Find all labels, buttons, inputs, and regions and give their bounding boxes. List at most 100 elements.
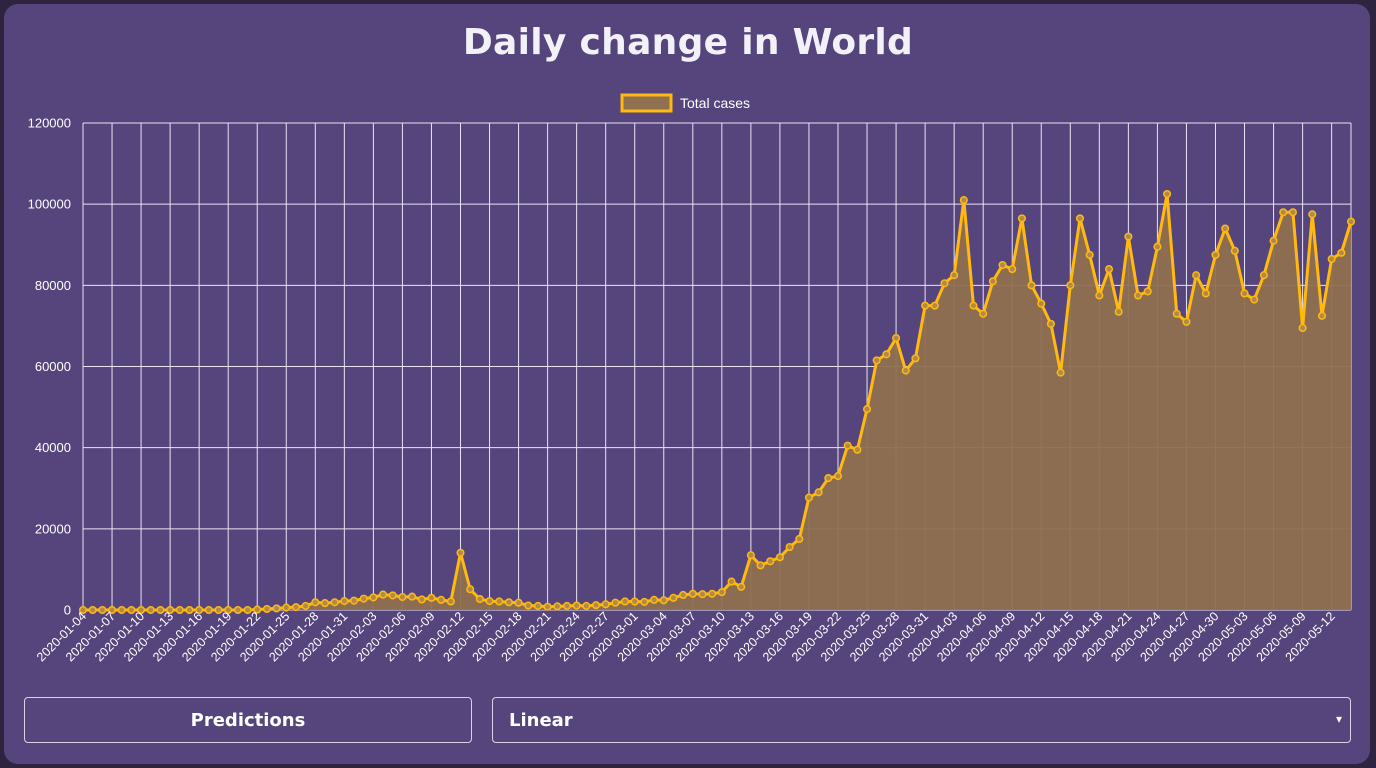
- data-point[interactable]: [475, 594, 484, 604]
- data-point[interactable]: [1143, 287, 1152, 296]
- data-point[interactable]: [233, 605, 242, 615]
- data-point[interactable]: [591, 601, 601, 610]
- data-point[interactable]: [514, 598, 523, 607]
- data-point[interactable]: [1269, 236, 1278, 245]
- data-point[interactable]: [1250, 295, 1259, 304]
- data-point[interactable]: [1211, 250, 1220, 259]
- data-point[interactable]: [1192, 271, 1201, 280]
- data-point[interactable]: [1182, 317, 1191, 326]
- data-point[interactable]: [369, 593, 378, 602]
- data-point[interactable]: [349, 596, 359, 605]
- data-point[interactable]: [1114, 307, 1123, 316]
- model-select[interactable]: Linear ▾: [492, 697, 1351, 743]
- data-point[interactable]: [688, 589, 697, 598]
- data-point[interactable]: [1240, 289, 1249, 298]
- data-point[interactable]: [1346, 217, 1356, 226]
- data-point[interactable]: [824, 474, 833, 483]
- data-point[interactable]: [853, 445, 862, 454]
- data-point[interactable]: [98, 605, 107, 615]
- data-point[interactable]: [601, 600, 610, 609]
- legend[interactable]: Total cases: [620, 93, 750, 113]
- data-point[interactable]: [137, 605, 146, 615]
- data-point[interactable]: [456, 548, 465, 557]
- data-point[interactable]: [1017, 214, 1026, 223]
- data-point[interactable]: [1095, 291, 1104, 300]
- data-point[interactable]: [1288, 208, 1297, 217]
- data-point[interactable]: [843, 441, 852, 450]
- data-point[interactable]: [998, 260, 1007, 270]
- data-point[interactable]: [437, 595, 446, 604]
- data-point[interactable]: [1075, 214, 1085, 223]
- data-point[interactable]: [679, 590, 688, 600]
- data-point[interactable]: [1308, 210, 1317, 219]
- data-point[interactable]: [737, 582, 746, 591]
- data-point[interactable]: [204, 605, 213, 615]
- data-point[interactable]: [127, 605, 136, 615]
- data-point[interactable]: [330, 598, 339, 607]
- data-point[interactable]: [1008, 265, 1017, 274]
- data-point[interactable]: [940, 279, 949, 288]
- data-point[interactable]: [301, 601, 310, 610]
- data-point[interactable]: [388, 591, 397, 600]
- data-point[interactable]: [485, 597, 494, 606]
- data-point[interactable]: [785, 543, 794, 552]
- data-point[interactable]: [311, 598, 320, 607]
- data-point[interactable]: [446, 597, 455, 606]
- predictions-button[interactable]: Predictions: [24, 697, 472, 743]
- data-point[interactable]: [717, 588, 726, 597]
- data-point[interactable]: [291, 603, 301, 612]
- data-point[interactable]: [243, 605, 252, 615]
- data-point[interactable]: [572, 601, 581, 610]
- data-point[interactable]: [727, 577, 736, 586]
- data-point[interactable]: [872, 356, 881, 365]
- data-point[interactable]: [224, 605, 233, 615]
- data-point[interactable]: [988, 277, 997, 286]
- data-point[interactable]: [156, 605, 165, 615]
- data-point[interactable]: [1337, 248, 1346, 257]
- data-point[interactable]: [892, 334, 901, 343]
- data-point[interactable]: [1279, 208, 1288, 217]
- data-point[interactable]: [272, 604, 281, 613]
- data-point[interactable]: [282, 603, 291, 612]
- data-point[interactable]: [1134, 291, 1143, 300]
- data-point[interactable]: [504, 598, 513, 607]
- data-point[interactable]: [698, 590, 707, 599]
- data-point[interactable]: [1201, 289, 1210, 298]
- data-point[interactable]: [524, 601, 533, 610]
- data-point[interactable]: [379, 590, 388, 599]
- data-point[interactable]: [175, 605, 184, 615]
- data-point[interactable]: [921, 301, 930, 310]
- data-point[interactable]: [195, 605, 204, 615]
- data-point[interactable]: [1027, 281, 1036, 290]
- data-point[interactable]: [1327, 254, 1336, 264]
- data-point[interactable]: [1230, 246, 1239, 255]
- data-point[interactable]: [466, 585, 475, 594]
- data-point[interactable]: [1221, 224, 1230, 233]
- data-point[interactable]: [146, 605, 155, 615]
- data-point[interactable]: [756, 561, 765, 570]
- data-point[interactable]: [1124, 232, 1133, 241]
- data-point[interactable]: [669, 593, 678, 602]
- data-point[interactable]: [1085, 250, 1094, 259]
- data-point[interactable]: [1104, 265, 1114, 274]
- data-point[interactable]: [1066, 281, 1075, 290]
- data-point[interactable]: [708, 589, 717, 598]
- data-point[interactable]: [659, 596, 668, 605]
- data-point[interactable]: [214, 605, 223, 615]
- data-point[interactable]: [107, 605, 117, 615]
- data-point[interactable]: [1163, 189, 1172, 199]
- data-point[interactable]: [417, 595, 426, 604]
- data-point[interactable]: [166, 605, 175, 615]
- data-point[interactable]: [533, 601, 542, 610]
- data-point[interactable]: [88, 605, 97, 615]
- data-point[interactable]: [582, 601, 591, 610]
- data-point[interactable]: [408, 592, 417, 601]
- data-point[interactable]: [911, 354, 920, 363]
- data-point[interactable]: [979, 309, 988, 318]
- data-point[interactable]: [543, 602, 552, 611]
- data-point[interactable]: [833, 472, 843, 481]
- data-point[interactable]: [185, 605, 194, 615]
- data-point[interactable]: [1259, 271, 1268, 280]
- data-point[interactable]: [611, 598, 620, 607]
- data-point[interactable]: [359, 594, 368, 603]
